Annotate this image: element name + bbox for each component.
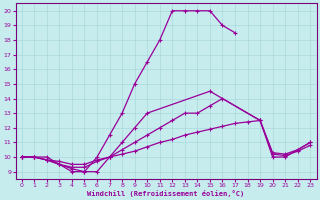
- X-axis label: Windchill (Refroidissement éolien,°C): Windchill (Refroidissement éolien,°C): [87, 190, 245, 197]
